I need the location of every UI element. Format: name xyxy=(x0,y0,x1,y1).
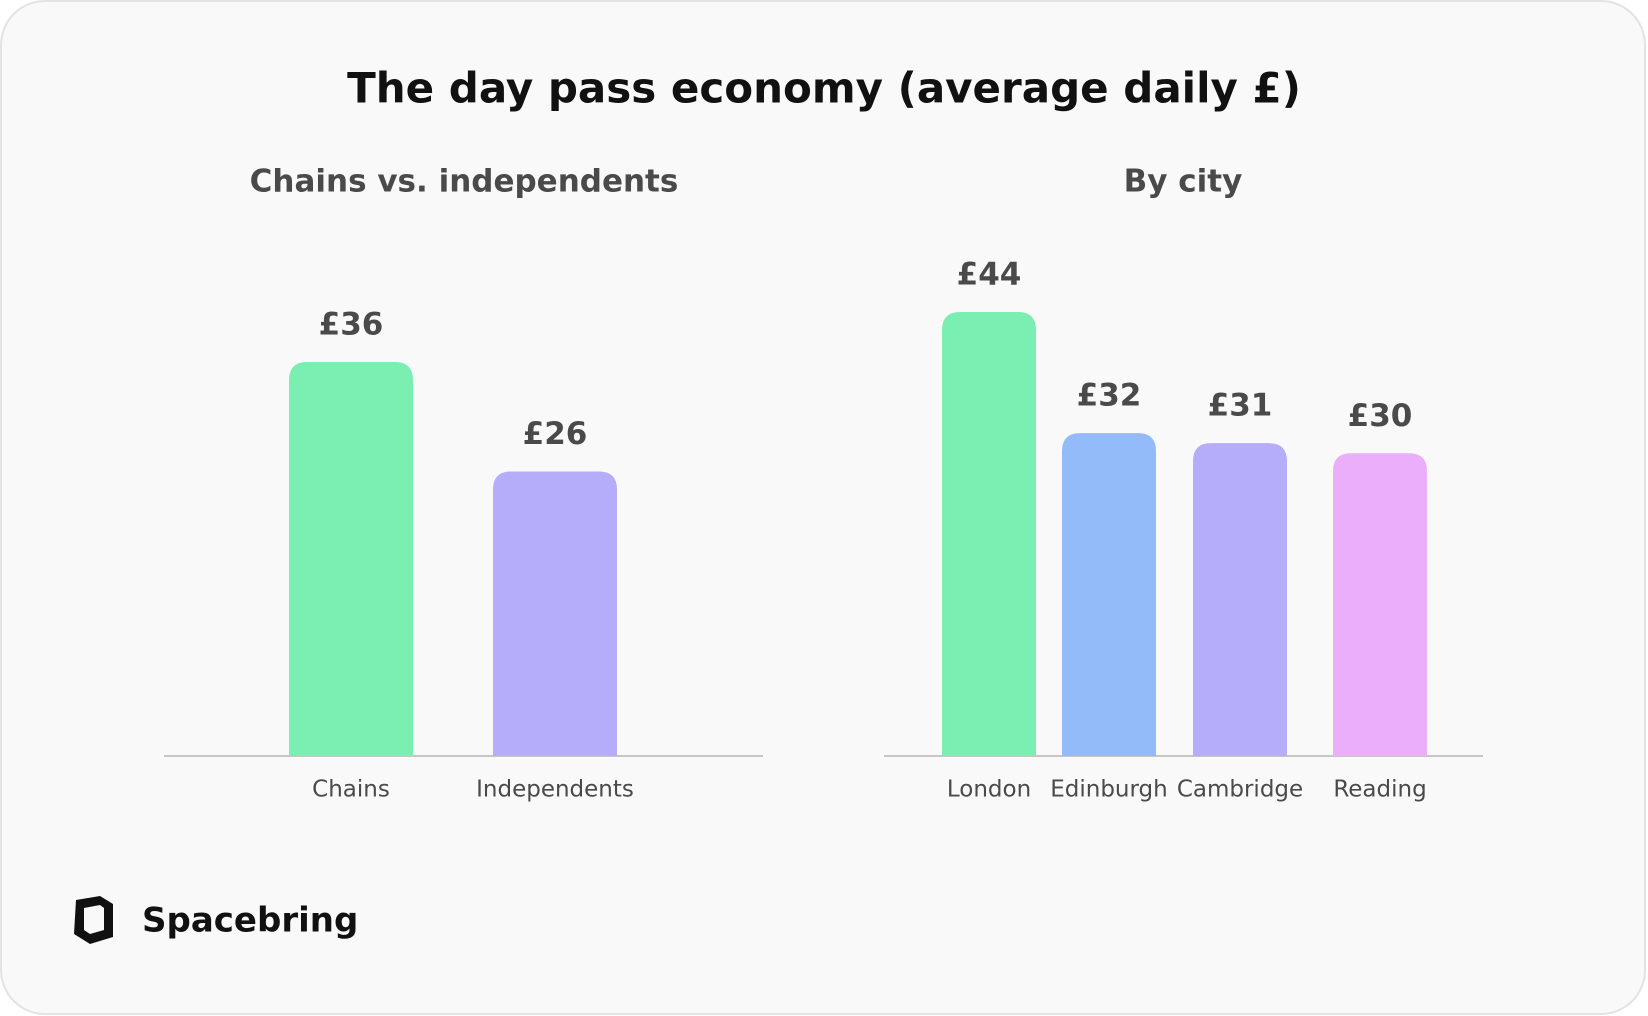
x-tick-label: Reading xyxy=(1333,777,1426,803)
bar xyxy=(289,362,413,756)
value-label: £32 xyxy=(1077,378,1142,414)
value-label: £30 xyxy=(1348,398,1413,434)
value-label: £44 xyxy=(957,257,1022,293)
chart-subtitle: By city xyxy=(1124,164,1243,200)
x-tick-label: London xyxy=(947,777,1031,803)
x-tick-label: Cambridge xyxy=(1177,777,1303,803)
chart-subtitle: Chains vs. independents xyxy=(250,164,679,200)
bar xyxy=(1333,453,1427,756)
x-tick-label: Edinburgh xyxy=(1050,777,1168,803)
bar xyxy=(1062,433,1156,756)
value-label: £36 xyxy=(319,307,384,343)
x-tick-label: Independents xyxy=(476,777,634,803)
value-label: £31 xyxy=(1208,388,1273,424)
bar xyxy=(493,471,617,756)
bar xyxy=(942,312,1036,756)
brand-logo xyxy=(74,896,113,944)
bar xyxy=(1193,443,1287,756)
page-title: The day pass economy (average daily £) xyxy=(347,64,1301,113)
value-label: £26 xyxy=(523,416,588,452)
brand-name: Spacebring xyxy=(142,901,358,941)
x-tick-label: Chains xyxy=(312,777,390,803)
